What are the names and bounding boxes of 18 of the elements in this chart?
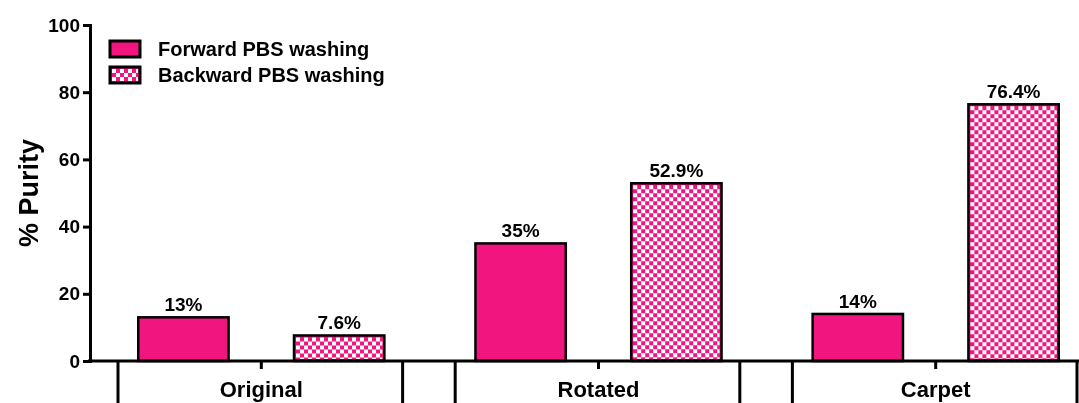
x-tick-label: Rotated — [557, 377, 640, 402]
y-axis-title: % Purity — [14, 138, 44, 248]
y-tick-label: 60 — [58, 148, 80, 170]
y-tick-label: 0 — [69, 350, 80, 372]
data-label: 14% — [838, 290, 877, 312]
data-label: 35% — [501, 220, 540, 242]
data-label: 76.4% — [986, 81, 1041, 103]
y-tick-label: 20 — [58, 283, 80, 305]
data-label: 13% — [164, 294, 203, 316]
legend-label: Backward PBS washing — [158, 64, 385, 86]
y-tick-label: 40 — [58, 216, 80, 238]
y-tick-label: 100 — [48, 14, 80, 36]
x-tick-label: Carpet — [900, 377, 972, 402]
legend-label: Forward PBS washing — [158, 38, 370, 60]
data-label: 52.9% — [649, 160, 704, 182]
x-tick-label: Original — [219, 377, 303, 402]
y-tick-label: 80 — [58, 81, 80, 103]
data-label: 7.6% — [317, 312, 361, 334]
